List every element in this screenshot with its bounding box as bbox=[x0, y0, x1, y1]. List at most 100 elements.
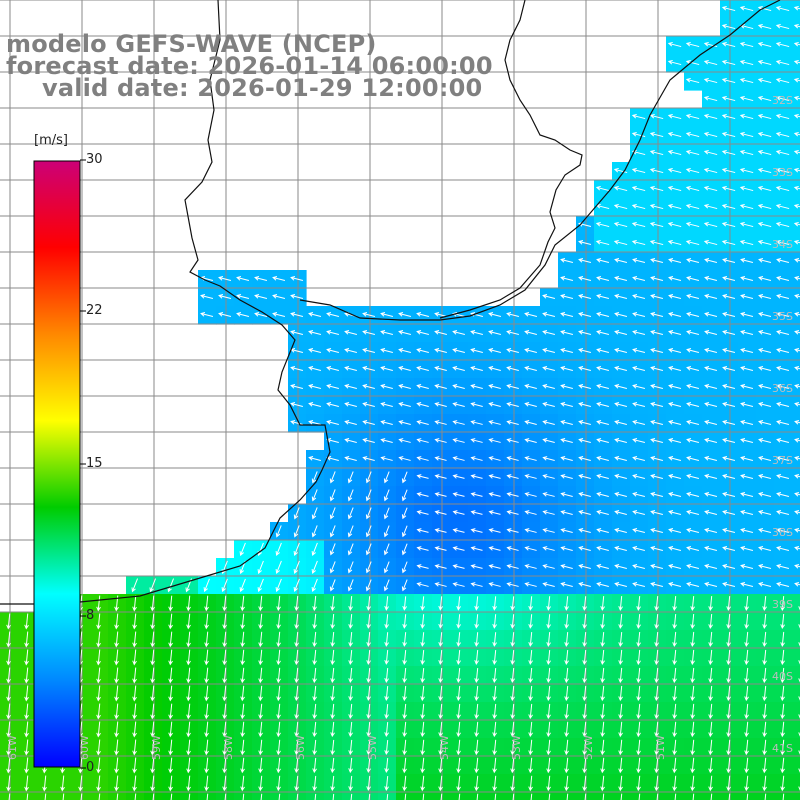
wind-arrow bbox=[794, 582, 800, 587]
wind-arrow bbox=[596, 384, 609, 389]
wind-arrow bbox=[740, 420, 754, 425]
wind-arrow bbox=[668, 258, 682, 263]
wind-arrow bbox=[654, 631, 659, 648]
wind-arrow bbox=[365, 471, 372, 484]
wind-arrow bbox=[650, 402, 664, 407]
wind-arrow bbox=[614, 438, 627, 443]
wind-arrow bbox=[218, 312, 232, 317]
wind-arrow bbox=[704, 276, 718, 281]
wind-arrow bbox=[618, 631, 623, 648]
wind-arrow bbox=[600, 685, 605, 702]
wind-arrow bbox=[762, 721, 767, 738]
wind-arrow bbox=[239, 542, 246, 557]
wind-arrow bbox=[488, 420, 501, 425]
wind-arrow bbox=[542, 564, 555, 569]
wind-arrow bbox=[542, 528, 555, 533]
wind-arrow bbox=[560, 258, 574, 263]
wind-arrow bbox=[294, 649, 299, 666]
wind-arrow bbox=[668, 582, 682, 587]
wind-arrow bbox=[470, 420, 483, 425]
wind-cell bbox=[792, 576, 800, 595]
wind-arrow bbox=[8, 793, 11, 800]
wind-arrow bbox=[794, 438, 800, 443]
wind-arrow bbox=[326, 420, 339, 425]
wind-arrow bbox=[6, 703, 11, 720]
coastline bbox=[0, 0, 781, 605]
wind-arrow bbox=[613, 185, 628, 192]
wind-arrow bbox=[667, 131, 682, 138]
wind-arrow bbox=[132, 757, 137, 774]
wind-arrow bbox=[204, 649, 209, 666]
wind-arrow bbox=[398, 384, 411, 389]
wind-arrow bbox=[685, 221, 700, 228]
wind-arrow bbox=[546, 739, 551, 756]
wind-arrow bbox=[582, 596, 587, 611]
wind-arrow bbox=[546, 775, 551, 792]
wind-arrow bbox=[726, 649, 731, 666]
wind-arrow bbox=[690, 667, 695, 684]
wind-arrow bbox=[6, 757, 11, 774]
wind-arrow bbox=[650, 492, 663, 497]
wind-arrow bbox=[798, 624, 800, 629]
wind-arrow bbox=[614, 330, 628, 335]
wind-arrow bbox=[600, 721, 605, 738]
wind-arrow bbox=[326, 366, 339, 371]
wind-arrow bbox=[722, 366, 736, 371]
wind-arrow bbox=[347, 579, 354, 592]
wind-arrow bbox=[618, 775, 623, 792]
wind-arrow bbox=[114, 775, 119, 792]
wind-arrow bbox=[470, 402, 483, 407]
wind-arrow bbox=[686, 348, 700, 353]
wind-arrow bbox=[703, 239, 718, 246]
wind-arrow bbox=[614, 456, 627, 461]
wind-arrow bbox=[758, 582, 772, 587]
wind-arrow bbox=[672, 721, 677, 738]
wind-arrow bbox=[308, 312, 322, 317]
wind-arrow bbox=[793, 167, 800, 173]
wind-arrow bbox=[168, 667, 173, 684]
wind-arrow bbox=[668, 474, 682, 479]
wind-arrow bbox=[131, 578, 139, 593]
wind-arrow bbox=[506, 582, 519, 587]
wind-arrow bbox=[293, 560, 300, 575]
latitude-label: 33S bbox=[772, 166, 793, 179]
wind-cell bbox=[792, 378, 800, 397]
wind-arrow bbox=[290, 330, 304, 335]
wind-arrow bbox=[614, 528, 627, 533]
wind-arrow bbox=[775, 77, 790, 84]
wind-arrow bbox=[330, 703, 335, 720]
wind-arrow bbox=[596, 348, 610, 353]
wind-arrow bbox=[793, 95, 800, 101]
wind-arrow bbox=[762, 613, 767, 630]
wind-arrow bbox=[596, 294, 610, 299]
wind-arrow bbox=[758, 258, 772, 263]
wind-arrow bbox=[762, 631, 767, 648]
wind-arrow bbox=[794, 456, 800, 461]
wind-arrow bbox=[650, 294, 664, 299]
wind-arrow bbox=[560, 492, 573, 497]
wind-arrow bbox=[383, 543, 390, 556]
wind-arrow bbox=[560, 474, 573, 479]
wind-arrow bbox=[739, 131, 754, 138]
wind-arrow bbox=[546, 632, 551, 647]
wind-arrow bbox=[650, 312, 664, 317]
wind-arrow bbox=[96, 667, 101, 684]
wind-arrow bbox=[384, 757, 389, 774]
wind-arrow bbox=[740, 366, 754, 371]
wind-arrow bbox=[384, 686, 389, 701]
wind-arrow bbox=[330, 649, 335, 666]
wind-arrow bbox=[293, 525, 300, 538]
wind-arrow bbox=[560, 330, 574, 335]
wind-arrow bbox=[510, 757, 515, 774]
wind-arrow bbox=[578, 510, 591, 515]
wind-arrow bbox=[416, 402, 429, 407]
wind-arrow bbox=[758, 402, 772, 407]
wind-arrow bbox=[775, 23, 790, 30]
wind-arrow bbox=[744, 685, 749, 702]
wind-arrow bbox=[667, 239, 682, 246]
wind-arrow bbox=[312, 775, 317, 792]
wind-arrow bbox=[776, 366, 790, 371]
wind-arrow bbox=[632, 510, 645, 515]
wind-arrow bbox=[239, 578, 246, 593]
